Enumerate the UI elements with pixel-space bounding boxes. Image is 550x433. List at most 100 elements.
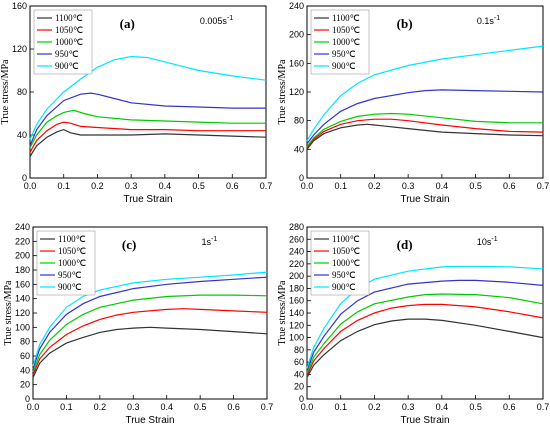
y-tick-label: 60 (294, 357, 304, 367)
strain-rate-exponent: -1 (227, 15, 233, 22)
x-tick-label: 0.0 (27, 402, 40, 412)
y-tick-label: 280 (289, 222, 304, 232)
y-tick-label: 200 (289, 30, 304, 40)
x-tick-label: 0.3 (127, 402, 140, 412)
x-axis-label: True Strain (125, 415, 174, 426)
series-line-1 (306, 318, 544, 378)
y-tick-label: 0 (299, 394, 304, 404)
y-axis-label: True stress/MPa (3, 280, 14, 345)
legend-entry: 900℃ (58, 282, 82, 292)
x-axis-label: True Strain (400, 415, 449, 426)
strain-rate-label: 0.005s-1 (200, 15, 233, 26)
y-tick-label: 80 (294, 116, 304, 126)
x-tick-label: 0.1 (57, 181, 70, 191)
x-tick-label: 0.0 (301, 402, 314, 412)
legend-entry: 1000℃ (332, 37, 360, 47)
y-tick-label: 0 (25, 394, 30, 404)
panel-a: 0.0 0.1 0.2 0.3 0.4 0.5 0.6 0.7 0 40 80 120 160 True … (0, 1, 272, 205)
x-tick-label: 0.7 (537, 402, 550, 412)
y-tick-label: 40 (294, 369, 304, 379)
y-tick-label: 160 (15, 279, 30, 289)
y-tick-label: 180 (289, 283, 304, 293)
series-line-1 (29, 128, 267, 157)
x-tick-label: 0.1 (334, 402, 347, 412)
x-tick-label: 0.6 (503, 181, 516, 191)
y-tick-label: 200 (15, 251, 30, 261)
x-axis-label: True Strain (400, 194, 449, 205)
strain-rate-label: 1s-1 (201, 236, 217, 247)
x-tick-label: 0.4 (436, 181, 449, 191)
legend-entry: 1050℃ (55, 25, 83, 35)
x-tick-label: 0.5 (469, 402, 482, 412)
x-tick-label: 0.3 (402, 402, 415, 412)
strain-rate-exponent: -1 (211, 236, 217, 243)
panel-label: (b) (397, 16, 413, 31)
y-tick-label: 240 (15, 222, 30, 232)
x-tick-label: 0.7 (537, 181, 550, 191)
y-tick-label: 140 (15, 294, 30, 304)
legend-entry: 1050℃ (332, 246, 360, 256)
panel-label: (c) (122, 237, 136, 252)
x-tick-label: 0.5 (469, 181, 482, 191)
x-tick-label: 0.7 (261, 402, 274, 412)
legend-entry: 1100℃ (55, 13, 83, 23)
x-tick-label: 0.2 (91, 181, 104, 191)
legend (36, 230, 96, 296)
y-axis-label: True stress/MPa (277, 59, 288, 124)
series-line-4 (32, 276, 268, 370)
y-tick-label: 100 (15, 322, 30, 332)
strain-rate-exponent: -1 (491, 236, 497, 243)
strain-rate-exponent: -1 (494, 15, 500, 22)
y-tick-label: 40 (20, 365, 30, 375)
legend-entry: 1000℃ (55, 37, 83, 47)
y-tick-label: 80 (17, 87, 27, 97)
y-tick-label: 240 (289, 1, 304, 11)
x-tick-label: 0.6 (226, 181, 239, 191)
x-tick-label: 0.3 (125, 181, 138, 191)
x-tick-label: 0.6 (227, 402, 240, 412)
x-tick-label: 0.5 (194, 402, 207, 412)
x-tick-label: 0.1 (334, 181, 347, 191)
series-line-4 (306, 279, 544, 371)
x-tick-label: 0.2 (368, 402, 381, 412)
series-line-5 (306, 45, 544, 142)
x-tick-label: 0.4 (436, 402, 449, 412)
x-tick-label: 0.4 (160, 402, 173, 412)
y-tick-label: 120 (15, 308, 30, 318)
y-tick-label: 220 (289, 259, 304, 269)
panel-c: 0.0 0.1 0.2 0.3 0.4 0.5 0.6 0.7 0 20 40 60 80 100 120 1… (3, 222, 273, 426)
legend-entry: 950℃ (332, 270, 356, 280)
y-tick-label: 120 (12, 44, 27, 54)
series-line-2 (29, 121, 266, 153)
series-line-4 (29, 92, 266, 147)
panel-b: 0.0 0.1 0.2 0.3 0.4 0.5 0.6 0.7 0 40 80 120 160 200 24… (277, 1, 549, 205)
series-line-5 (32, 271, 268, 367)
y-tick-label: 80 (20, 337, 30, 347)
panel-label: (a) (120, 16, 135, 31)
x-tick-label: 0.4 (159, 181, 172, 191)
series-line-4 (306, 89, 544, 144)
legend-entry: 950℃ (332, 49, 356, 59)
series-line-1 (32, 326, 268, 378)
y-tick-label: 120 (289, 87, 304, 97)
y-tick-label: 180 (15, 265, 30, 275)
x-tick-label: 0.5 (192, 181, 205, 191)
y-tick-label: 120 (289, 320, 304, 330)
y-axis-label: True stress/MPa (0, 59, 11, 124)
x-tick-label: 0.2 (94, 402, 107, 412)
legend-entry: 1000℃ (332, 258, 360, 268)
series-line-2 (32, 308, 268, 375)
x-tick-label: 0.6 (503, 402, 516, 412)
strain-rate-label: 0.1s-1 (477, 15, 500, 26)
y-tick-label: 200 (289, 271, 304, 281)
legend-entry: 950℃ (58, 270, 82, 280)
x-tick-label: 0.7 (260, 181, 273, 191)
legend-entry: 1050℃ (332, 25, 360, 35)
y-tick-label: 100 (289, 333, 304, 343)
x-tick-label: 0.1 (60, 402, 73, 412)
y-tick-label: 260 (289, 234, 304, 244)
legend-entry: 1100℃ (332, 13, 360, 23)
series-line-5 (29, 55, 267, 140)
panel-label: (d) (397, 237, 413, 252)
legend-entry: 1000℃ (58, 258, 86, 268)
